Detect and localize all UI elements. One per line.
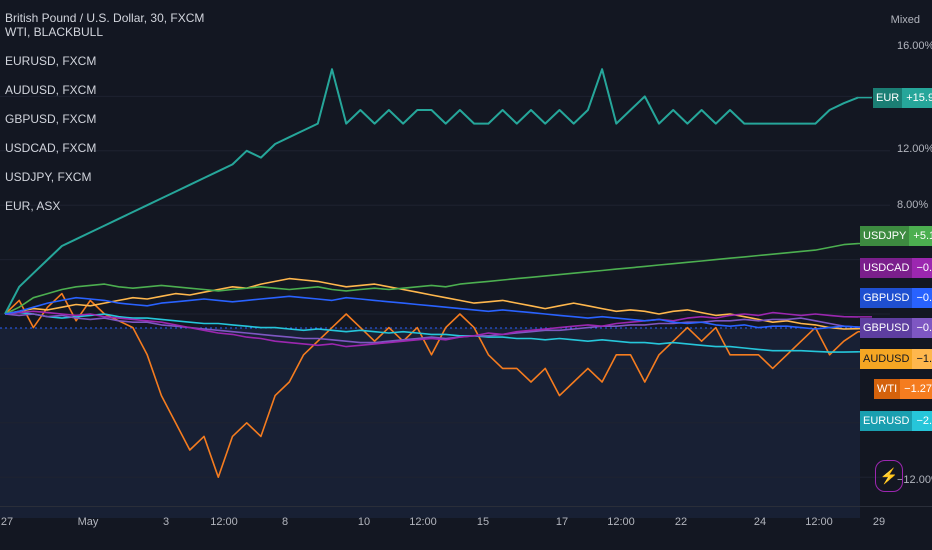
legend-item-usdcad[interactable]: USDCAD, FXCM (5, 141, 97, 155)
legend-item-audusd[interactable]: AUDUSD, FXCM (5, 83, 97, 97)
x-tick-label: 12:00 (409, 516, 437, 528)
series-line-usdcad (4, 310, 859, 348)
tag-symbol: EURUSD (860, 411, 913, 431)
tag-value: −1.27% (900, 379, 932, 399)
tag-symbol: GBPUSD (860, 288, 913, 308)
series-line-wti (4, 292, 859, 478)
tag-symbol: EUR (873, 88, 903, 108)
tag-symbol: WTI (874, 379, 901, 399)
tag-value: −0.21% (912, 258, 932, 278)
price-tag-usdcad[interactable]: USDCAD −0.21% (860, 258, 932, 278)
x-tick-label: 15 (476, 516, 490, 528)
series-line-british-pound-u-s-dollar (4, 295, 859, 330)
price-tag-eur[interactable]: EUR +15.91% (873, 88, 932, 108)
time-axis-border (0, 506, 932, 507)
y-tick-label: 12.00% (897, 143, 932, 155)
x-tick-label: 24 (753, 516, 767, 528)
scale-mode-label[interactable]: Mixed (890, 14, 920, 26)
x-tick-label: 27 (0, 516, 14, 528)
tag-value: +5.18% (909, 226, 932, 246)
y-tick-label: 8.00% (897, 199, 929, 211)
tag-value: −0.96% (912, 288, 932, 308)
tag-value: +15.91% (902, 88, 932, 108)
series-line-audusd (4, 277, 859, 330)
legend-item-wti[interactable]: WTI, BLACKBULL (5, 25, 104, 39)
legend-item-eurusd[interactable]: EURUSD, FXCM (5, 54, 97, 68)
series-line-usdjpy (4, 242, 859, 315)
price-tag-eurusd[interactable]: EURUSD −2.78% (860, 411, 932, 431)
lightning-icon[interactable]: ⚡ (875, 460, 903, 492)
x-tick-label: 22 (674, 516, 688, 528)
price-tag-usdjpy[interactable]: USDJPY +5.18% (860, 226, 932, 246)
series-legend: British Pound / U.S. Dollar, 30, FXCM WT… (5, 11, 204, 221)
x-tick-label: 12:00 (210, 516, 238, 528)
series-line-eur (4, 68, 859, 315)
tag-symbol: AUDUSD (860, 349, 913, 369)
price-tag-audusd[interactable]: AUDUSD −1.08% (860, 349, 932, 369)
tag-symbol: USDJPY (860, 226, 910, 246)
x-tick-label: 12:00 (607, 516, 635, 528)
x-tick-label: 8 (281, 516, 289, 528)
x-tick-label: 29 (872, 516, 886, 528)
series-line-eurusd (4, 311, 859, 353)
x-tick-label: 12:00 (805, 516, 833, 528)
tag-symbol: USDCAD (860, 258, 913, 278)
price-tag-gbpusd[interactable]: GBPUSD −0.96% (860, 288, 932, 308)
series-lines (4, 68, 872, 478)
tag-value: −0.96% (912, 318, 932, 338)
price-tag-wti[interactable]: WTI −1.27% (874, 379, 932, 399)
legend-item-gbpusd[interactable]: GBPUSD, FXCM (5, 112, 97, 126)
legend-item-usdjpy[interactable]: USDJPY, FXCM (5, 170, 92, 184)
x-tick-label: 3 (162, 516, 170, 528)
x-tick-label: 10 (357, 516, 371, 528)
y-tick-label: 16.00% (897, 40, 932, 52)
chart-title[interactable]: British Pound / U.S. Dollar, 30, FXCM (5, 11, 205, 25)
y-tick-label: −12.00% (897, 474, 932, 486)
tag-symbol: GBPUSD (860, 318, 913, 338)
tag-value: −2.78% (912, 411, 932, 431)
x-tick-label: 17 (555, 516, 569, 528)
tag-value: −1.08% (912, 349, 932, 369)
price-tag-gbpusd-alt[interactable]: GBPUSD −0.96% (860, 318, 932, 338)
legend-item-eur[interactable]: EUR, ASX (5, 199, 61, 213)
x-tick-label: May (77, 516, 99, 528)
series-line-gbpusd (4, 313, 859, 344)
